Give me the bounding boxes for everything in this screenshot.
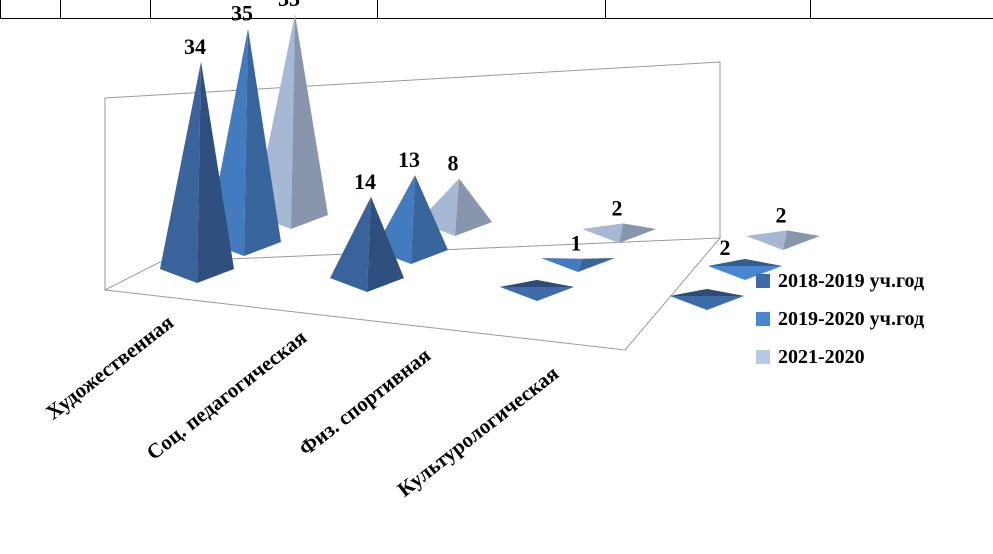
chart-walls — [103, 61, 722, 351]
category-label: Соц. педагогическая — [142, 325, 311, 465]
pyramid-face-right — [244, 28, 281, 256]
pyramid-base-shadow — [500, 280, 574, 287]
pyramid-face-right — [455, 178, 492, 236]
data-label: 2 — [720, 235, 731, 260]
data-label: 2 — [776, 202, 787, 227]
pyramid-mark — [708, 259, 782, 280]
data-label: 8 — [448, 151, 459, 176]
table-border-strip — [0, 0, 993, 19]
data-labels: 33 8 2 2 35 13 1 2 34 14 — [184, 0, 787, 260]
data-label: 13 — [398, 147, 420, 172]
floor-outline — [103, 237, 722, 351]
legend-swatch — [756, 312, 770, 326]
legend-swatch — [756, 350, 770, 364]
pyramid-face-right — [619, 223, 656, 243]
pyramid-face-right — [578, 258, 615, 272]
table-cell-divider — [150, 0, 151, 18]
legend-item: 2021-2020 — [756, 338, 924, 376]
pyramid-face-right — [783, 230, 820, 250]
legend-swatch — [756, 274, 770, 288]
pyramid-face-right — [411, 175, 448, 264]
pyramid-mark — [746, 230, 820, 250]
chart-marks — [160, 14, 820, 310]
table-cell-divider — [0, 0, 1, 18]
series-3 — [254, 14, 820, 250]
data-label: 1 — [571, 231, 582, 256]
table-cell-divider — [377, 0, 378, 18]
pyramid-mark — [541, 258, 615, 272]
back-wall-outline — [104, 61, 721, 290]
data-label: 2 — [612, 195, 623, 220]
pyramid-face-left — [330, 196, 371, 292]
series-2 — [207, 28, 782, 280]
legend-label: 2019-2020 уч.год — [778, 307, 925, 330]
pyramid-mark — [160, 61, 234, 283]
pyramid-mark — [500, 280, 574, 301]
pyramid-base-shadow — [708, 259, 782, 266]
legend: 2018-2019 уч.год 2019-2020 уч.год 2021-2… — [756, 262, 924, 376]
pyramid-mark — [330, 196, 404, 292]
pyramid-base-shadow — [670, 289, 744, 296]
pyramid-face-right — [367, 196, 404, 292]
pyramid-face-left — [746, 230, 787, 250]
series-1 — [160, 61, 744, 310]
table-cell-divider — [60, 0, 61, 18]
pyramid-face-left — [541, 258, 582, 272]
pyramid-face-right — [197, 61, 234, 283]
data-label: 33 — [278, 0, 300, 11]
legend-label: 2021-2020 — [778, 345, 865, 368]
pyramid-face-right — [291, 14, 328, 229]
legend-label: 2018-2019 уч.год — [778, 269, 925, 292]
data-label: 35 — [231, 1, 253, 26]
pyramid-face-left — [160, 61, 201, 283]
data-label: 14 — [354, 169, 376, 194]
category-label: Физ. спортивная — [294, 343, 435, 460]
table-cell-divider — [605, 0, 606, 18]
legend-item: 2018-2019 уч.год — [756, 262, 924, 300]
legend-item: 2019-2020 уч.год — [756, 300, 924, 338]
pyramid-face-left — [582, 223, 623, 243]
table-cell-divider — [810, 0, 811, 18]
pyramid-mark — [582, 223, 656, 243]
category-label: Художественная — [41, 310, 178, 424]
data-label: 34 — [184, 34, 206, 59]
pyramid-mark — [670, 289, 744, 310]
category-label: Культурологическая — [393, 361, 563, 502]
